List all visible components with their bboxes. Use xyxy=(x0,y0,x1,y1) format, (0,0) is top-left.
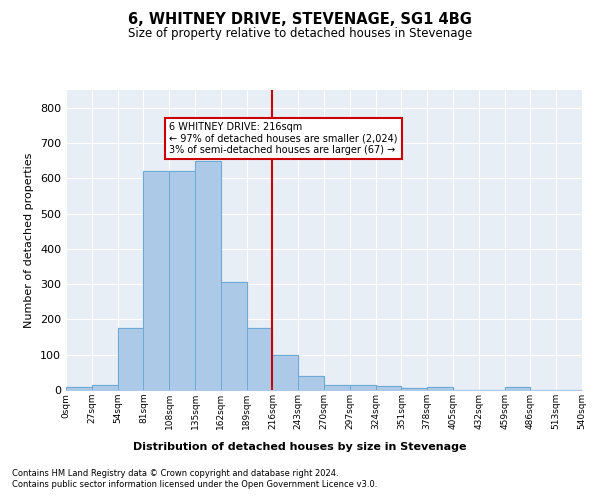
Y-axis label: Number of detached properties: Number of detached properties xyxy=(25,152,34,328)
Text: Distribution of detached houses by size in Stevenage: Distribution of detached houses by size … xyxy=(133,442,467,452)
Text: 6 WHITNEY DRIVE: 216sqm
← 97% of detached houses are smaller (2,024)
3% of semi-: 6 WHITNEY DRIVE: 216sqm ← 97% of detache… xyxy=(169,122,398,155)
Text: 6, WHITNEY DRIVE, STEVENAGE, SG1 4BG: 6, WHITNEY DRIVE, STEVENAGE, SG1 4BG xyxy=(128,12,472,28)
Text: Contains public sector information licensed under the Open Government Licence v3: Contains public sector information licen… xyxy=(12,480,377,489)
Text: Contains HM Land Registry data © Crown copyright and database right 2024.: Contains HM Land Registry data © Crown c… xyxy=(12,468,338,477)
Text: Size of property relative to detached houses in Stevenage: Size of property relative to detached ho… xyxy=(128,28,472,40)
